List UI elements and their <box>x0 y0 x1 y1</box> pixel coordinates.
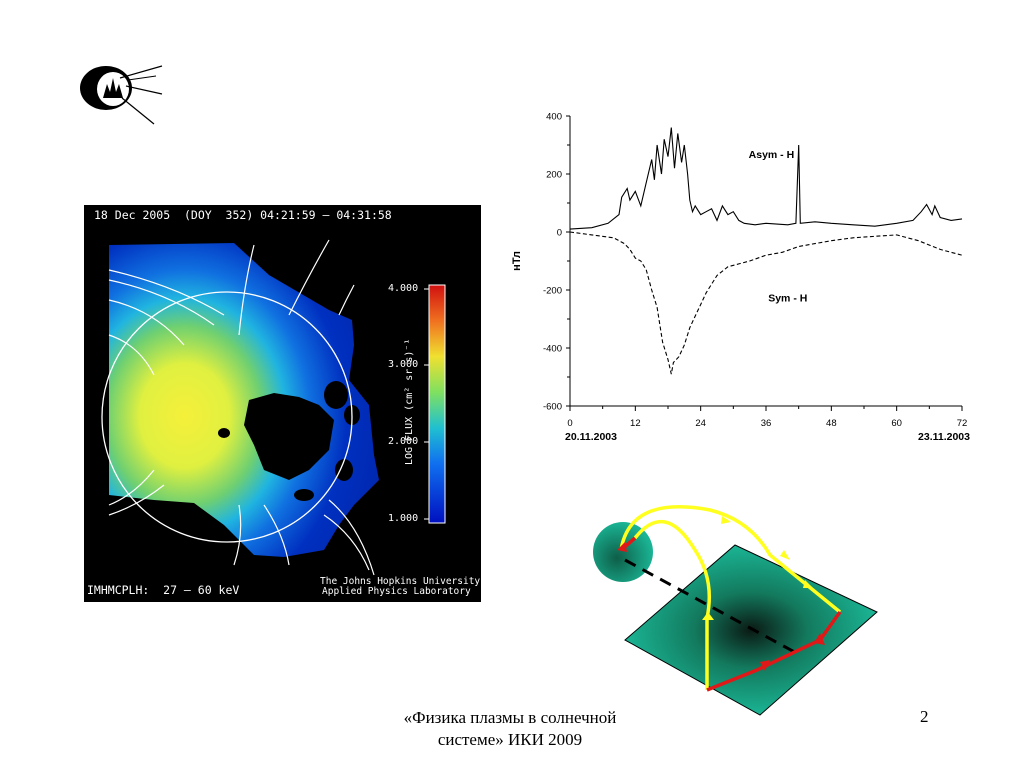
y-tick-label: -200 <box>543 286 562 297</box>
x-tick-label: 12 <box>630 418 641 429</box>
y-axis-label: нТл <box>511 251 523 271</box>
x-tick-label: 48 <box>826 418 837 429</box>
ena-credit-1: The Johns Hopkins University <box>320 576 481 587</box>
colorbar-tick: 1.000 <box>388 513 419 524</box>
y-tick-label: -600 <box>543 402 562 413</box>
colorbar-tick: 3.000 <box>388 359 419 370</box>
colorbar-tick: 2.000 <box>388 436 419 447</box>
ena-flux-map <box>101 239 446 576</box>
caption-line-2: системе» ИКИ 2009 <box>437 730 583 749</box>
x-tick-label: 72 <box>957 418 968 429</box>
asym-sym-h-chart: 400 200 0 -200 -400 -600 0 12 24 36 48 60 72 нТл 20.11… <box>511 112 970 444</box>
caption-line-1: «Физика плазмы в солнечной <box>403 708 617 727</box>
colorbar-tick: 4.000 <box>388 283 419 294</box>
iki-logo-icon <box>80 65 163 125</box>
series-label: Asym - H <box>749 149 795 161</box>
x-date-start: 20.11.2003 <box>565 431 617 443</box>
earth-ionosphere <box>593 522 653 582</box>
series-line <box>569 127 963 230</box>
y-tick-label: -400 <box>543 344 562 355</box>
ena-instrument: IMHMCPLH: 27 – 60 keV <box>87 583 240 597</box>
x-tick-label: 36 <box>761 418 772 429</box>
ena-credit-2: Applied Physics Laboratory <box>322 586 471 597</box>
y-tick-label: 200 <box>546 170 562 181</box>
page-number: 2 <box>920 707 929 726</box>
series-label: Sym - H <box>768 293 807 305</box>
ena-title: 18 Dec 2005 (DOY 352) 04:21:59 – 04:31:5… <box>94 208 392 222</box>
x-tick-label: 0 <box>567 418 572 429</box>
colorbar-label: LOG FLUX (cm² sr s)⁻¹ <box>404 338 415 465</box>
slide-caption: «Физика плазмы в солнечной системе» ИКИ … <box>360 707 660 751</box>
x-tick-label: 60 <box>891 418 902 429</box>
x-date-end: 23.11.2003 <box>918 431 970 443</box>
y-tick-label: 400 <box>546 112 562 123</box>
x-tick-label: 24 <box>695 418 706 429</box>
ena-image-panel: 18 Dec 2005 (DOY 352) 04:21:59 – 04:31:5… <box>84 205 481 602</box>
series-line <box>569 231 963 375</box>
current-wedge-diagram <box>593 505 878 716</box>
y-tick-label: 0 <box>557 228 562 239</box>
